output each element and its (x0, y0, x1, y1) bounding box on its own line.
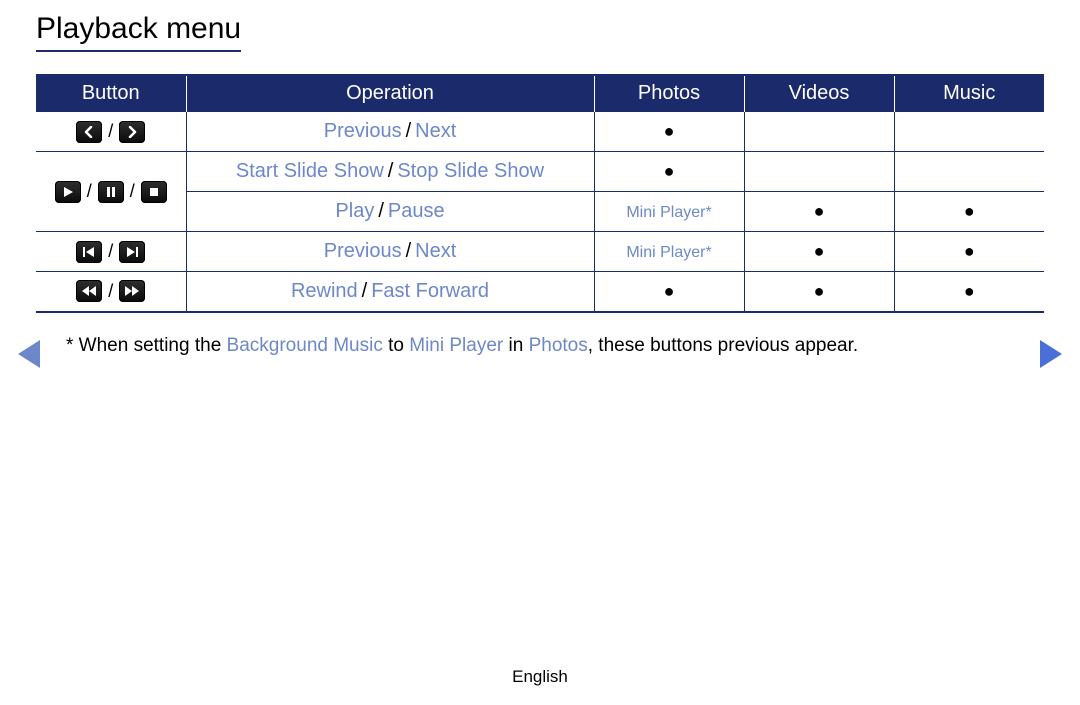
th-operation: Operation (186, 75, 594, 112)
cell-videos: ● (744, 192, 894, 232)
footnote: * When setting the Background Music to M… (36, 335, 1044, 357)
play-icon (55, 181, 81, 203)
separator: / (130, 181, 135, 202)
footnote-background-music: Background Music (227, 335, 383, 356)
chevron-left-icon (76, 121, 102, 143)
table-row: Play/PauseMini Player*●● (36, 192, 1044, 232)
cell-videos (744, 152, 894, 192)
cell-videos: ● (744, 232, 894, 272)
cell-operation: Play/Pause (186, 192, 594, 232)
cell-operation: Previous/Next (186, 112, 594, 152)
th-music: Music (894, 75, 1044, 112)
th-photos: Photos (594, 75, 744, 112)
skip-fwd-icon (119, 241, 145, 263)
stop-icon (141, 181, 167, 203)
cell-videos (744, 112, 894, 152)
footnote-photos: Photos (529, 335, 588, 356)
rewind-icon (76, 280, 102, 302)
fast-fwd-icon (119, 280, 145, 302)
cell-music: ● (894, 272, 1044, 312)
separator: / (87, 181, 92, 202)
cell-button: // (36, 152, 186, 232)
cell-photos: ● (594, 112, 744, 152)
separator: / (108, 241, 113, 262)
page-title: Playback menu (36, 12, 1044, 56)
table-row: //Start Slide Show/Stop Slide Show● (36, 152, 1044, 192)
cell-operation: Rewind/Fast Forward (186, 272, 594, 312)
cell-button: / (36, 272, 186, 312)
cell-music (894, 112, 1044, 152)
th-button: Button (36, 75, 186, 112)
cell-photos: ● (594, 272, 744, 312)
cell-videos: ● (744, 272, 894, 312)
cell-operation: Start Slide Show/Stop Slide Show (186, 152, 594, 192)
cell-button: / (36, 112, 186, 152)
pause-icon (98, 181, 124, 203)
table-row: /Rewind/Fast Forward●●● (36, 272, 1044, 312)
table-row: / Previous/Next● (36, 112, 1044, 152)
playback-table: Button Operation Photos Videos Music / Pr… (36, 74, 1044, 313)
table-row: /Previous/NextMini Player*●● (36, 232, 1044, 272)
next-page-arrow[interactable] (1040, 340, 1062, 368)
cell-button: / (36, 232, 186, 272)
cell-operation: Previous/Next (186, 232, 594, 272)
cell-photos: Mini Player* (594, 232, 744, 272)
chevron-right-icon (119, 121, 145, 143)
separator: / (108, 281, 113, 302)
th-videos: Videos (744, 75, 894, 112)
cell-photos: ● (594, 152, 744, 192)
cell-music: ● (894, 232, 1044, 272)
cell-music (894, 152, 1044, 192)
footnote-mini-player: Mini Player (409, 335, 503, 356)
skip-back-icon (76, 241, 102, 263)
language-label: English (0, 667, 1080, 687)
cell-music: ● (894, 192, 1044, 232)
separator: / (108, 121, 113, 142)
cell-photos: Mini Player* (594, 192, 744, 232)
prev-page-arrow[interactable] (18, 340, 40, 368)
